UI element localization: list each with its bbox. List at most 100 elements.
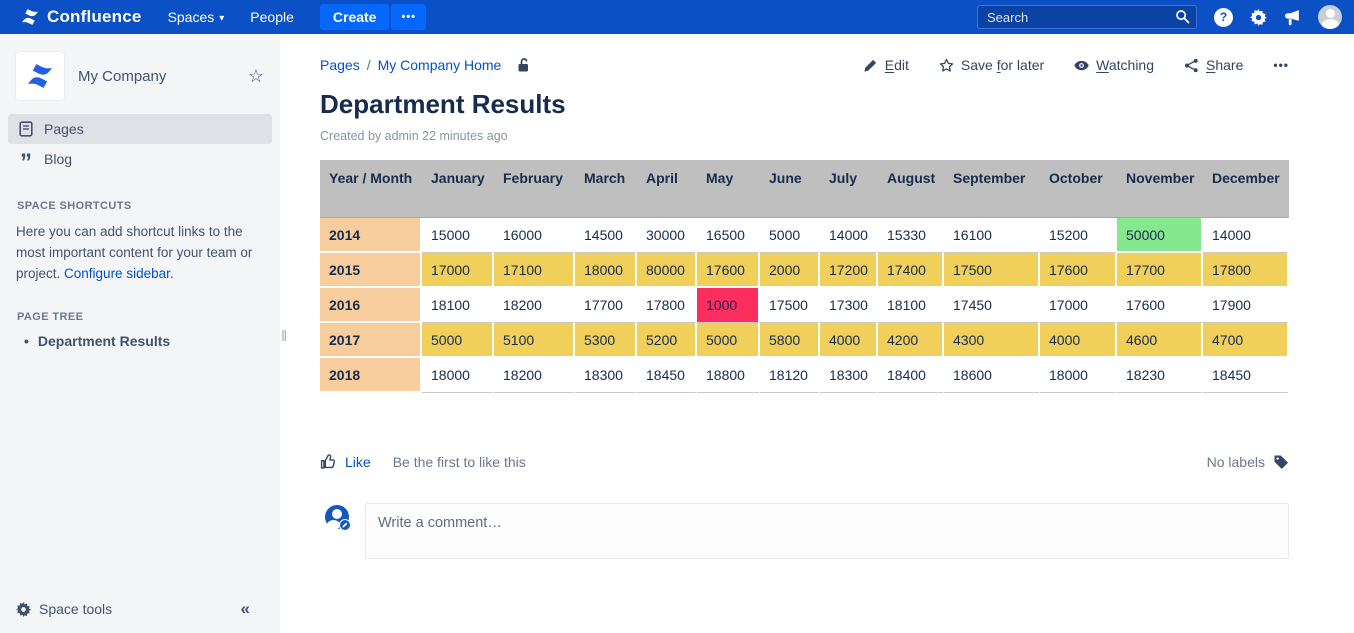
space-name[interactable]: My Company: [78, 67, 167, 85]
table-cell: 18600: [944, 358, 1040, 393]
column-header: May: [697, 160, 760, 218]
search-input[interactable]: [977, 5, 1197, 29]
share-label: Share: [1206, 57, 1244, 73]
table-cell: 17600: [1040, 253, 1117, 288]
announcements-icon[interactable]: [1284, 9, 1301, 26]
comment-input[interactable]: [366, 504, 1288, 558]
share-button[interactable]: Share: [1184, 57, 1243, 73]
sidebar-item-blog[interactable]: ” Blog: [8, 144, 272, 175]
table-cell: 17000: [422, 253, 494, 288]
edit-button[interactable]: Edit: [863, 57, 909, 73]
breadcrumb-separator: /: [366, 57, 371, 73]
year-cell: 2015: [320, 253, 422, 288]
nav-people-label: People: [250, 9, 294, 25]
column-header: October: [1040, 160, 1117, 218]
year-cell: 2018: [320, 358, 422, 393]
page-title: Department Results: [320, 89, 566, 119]
highlighted-cell-red: 1000: [697, 288, 760, 323]
table-cell: 16500: [697, 218, 760, 253]
table-cell: 17500: [760, 288, 820, 323]
highlighted-cell-green: 50000: [1117, 218, 1203, 253]
star-icon: [939, 58, 954, 72]
table-cell: 5200: [637, 323, 697, 358]
table-cell: 5300: [575, 323, 637, 358]
table-cell: 5000: [697, 323, 760, 358]
table-cell: 18400: [878, 358, 944, 393]
tree-item-label: Department Results: [37, 332, 171, 349]
nav-spaces-label: Spaces: [167, 9, 215, 25]
sidebar-footer: Space tools «: [0, 585, 280, 633]
table-cell: 18000: [422, 358, 494, 393]
gear-icon: [16, 601, 31, 617]
avatar-bust: [1321, 19, 1339, 29]
top-navbar: Confluence Spaces ▾ People Create ••• ?: [0, 0, 1354, 34]
label-tag-icon[interactable]: [1273, 454, 1289, 470]
nav-people[interactable]: People: [250, 9, 294, 25]
table-cell: 17200: [820, 253, 878, 288]
table-cell: 16000: [494, 218, 575, 253]
save-for-later-button[interactable]: Save for later: [939, 57, 1044, 73]
favorite-star-icon[interactable]: ☆: [247, 65, 264, 86]
navbar-right-cluster: ?: [977, 5, 1342, 29]
navbar-more-button[interactable]: •••: [391, 4, 427, 30]
breadcrumb-pages-link[interactable]: Pages: [320, 57, 360, 73]
collapse-sidebar-button[interactable]: «: [240, 599, 250, 618]
like-button[interactable]: Like: [320, 453, 371, 470]
table-cell: 4200: [878, 323, 944, 358]
results-table-wrap: Year / Month January February March Apri…: [320, 160, 1289, 393]
column-header: September: [944, 160, 1040, 218]
avatar-bust: [327, 520, 340, 530]
configure-sidebar-link[interactable]: Configure sidebar.: [64, 265, 174, 281]
avatar-head: [1325, 9, 1335, 18]
table-cell: 17500: [944, 253, 1040, 288]
first-to-like-text: Be the first to like this: [392, 453, 526, 470]
nav-spaces[interactable]: Spaces ▾: [168, 9, 225, 25]
space-tools-button[interactable]: Space tools: [16, 601, 112, 617]
save-for-later-label: Save for later: [960, 57, 1045, 73]
table-cell: 17600: [1117, 288, 1203, 323]
table-cell: 30000: [637, 218, 697, 253]
gear-icon[interactable]: [1250, 8, 1267, 26]
table-cell: 18100: [422, 288, 494, 323]
table-cell: 17800: [637, 288, 697, 323]
table-cell: 17300: [820, 288, 878, 323]
user-avatar[interactable]: [1318, 5, 1342, 29]
table-cell: 15330: [878, 218, 944, 253]
breadcrumb-home-link[interactable]: My Company Home: [377, 57, 502, 73]
table-row-2018: 2018 18000 18200 18300 18450 18800 18120…: [320, 358, 1289, 393]
byline: Created by admin 22 minutes ago: [320, 129, 508, 143]
labels-section: No labels: [1207, 454, 1289, 470]
sidebar-item-pages[interactable]: Pages: [8, 114, 272, 144]
table-cell: 18120: [760, 358, 820, 393]
table-cell: 16100: [944, 218, 1040, 253]
table-cell: 15200: [1040, 218, 1117, 253]
search-icon[interactable]: [1175, 9, 1190, 24]
space-logo[interactable]: [16, 52, 64, 100]
main-content: Pages / My Company Home Edit Save for la…: [290, 34, 1354, 633]
column-header: December: [1203, 160, 1289, 218]
column-header: July: [820, 160, 878, 218]
sidebar-item-label: Pages: [44, 121, 84, 137]
table-header-row: Year / Month January February March Apri…: [320, 160, 1289, 218]
sidebar-item-label: Blog: [44, 151, 73, 167]
help-icon[interactable]: ?: [1214, 7, 1233, 27]
eye-icon: [1074, 60, 1089, 70]
page-tree-item-department-results[interactable]: • Department Results: [24, 333, 264, 349]
create-button[interactable]: Create: [319, 4, 390, 30]
table-cell: 17800: [1203, 253, 1289, 288]
avatar-edit-badge: [339, 519, 351, 531]
table-cell: 17700: [1117, 253, 1203, 288]
watching-button[interactable]: Watching: [1074, 57, 1154, 73]
table-cell: 17000: [1040, 288, 1117, 323]
confluence-logo[interactable]: Confluence: [20, 7, 142, 27]
table-cell: 4600: [1117, 323, 1203, 358]
brand-name: Confluence: [47, 7, 142, 26]
table-cell: 18100: [878, 288, 944, 323]
sidebar-resize-grip[interactable]: ‖: [281, 328, 288, 345]
space-header: My Company ☆: [0, 34, 280, 114]
page-more-button[interactable]: •••: [1273, 58, 1289, 72]
table-cell: 2000: [760, 253, 820, 288]
search-box: [977, 5, 1197, 29]
unlocked-icon[interactable]: [516, 57, 532, 73]
shortcuts-description: Here you can add shortcut links to the m…: [16, 224, 253, 281]
